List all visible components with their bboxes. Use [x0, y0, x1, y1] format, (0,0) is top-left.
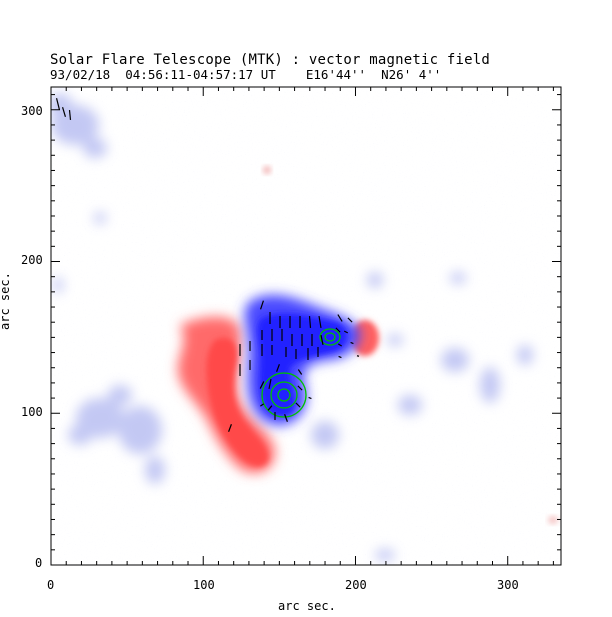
field-vector: [308, 315, 312, 329]
field-vector: [337, 314, 343, 322]
field-vector: [61, 107, 67, 117]
axis-ticks: [50, 87, 561, 566]
x-axis-label: arc sec.: [278, 599, 336, 613]
field-vector: [295, 402, 301, 408]
field-vector: [55, 98, 61, 110]
field-vector: [337, 343, 343, 347]
plot-frame: [50, 86, 562, 566]
field-vector: [276, 364, 280, 372]
plot-subtitle: 93/02/18 04:56:11-04:57:17 UT E16'44'' N…: [50, 67, 442, 82]
field-vector: [260, 300, 264, 310]
field-vector: [268, 378, 272, 390]
field-vector: [350, 341, 354, 345]
plot-title: Solar Flare Telescope (MTK) : vector mag…: [50, 52, 491, 68]
field-vector: [338, 355, 342, 359]
field-vector: [260, 403, 264, 407]
field-vector: [343, 330, 349, 334]
x-tick-label: 300: [497, 578, 519, 592]
field-vector: [297, 369, 303, 375]
field-vector: [267, 405, 273, 411]
field-vector: [318, 315, 322, 329]
field-vector: [320, 334, 324, 346]
field-vector: [259, 381, 265, 389]
y-tick-label: 100: [21, 405, 43, 419]
y-tick-label: 0: [35, 556, 43, 570]
y-tick-label: 200: [21, 253, 43, 267]
field-vectors: [55, 98, 360, 432]
field-vector: [228, 424, 232, 432]
field-vector: [335, 327, 341, 333]
x-tick-label: 200: [345, 578, 367, 592]
field-vector: [308, 396, 312, 400]
field-vector: [284, 414, 288, 422]
x-tick-label: 0: [47, 578, 55, 592]
y-axis-label: arc sec.: [0, 272, 12, 330]
x-tick-label: 100: [193, 578, 215, 592]
field-vector: [297, 385, 303, 391]
field-contours: [261, 328, 341, 418]
y-tick-label: 300: [21, 104, 43, 118]
field-vector: [347, 317, 353, 323]
field-vector: [68, 109, 72, 121]
